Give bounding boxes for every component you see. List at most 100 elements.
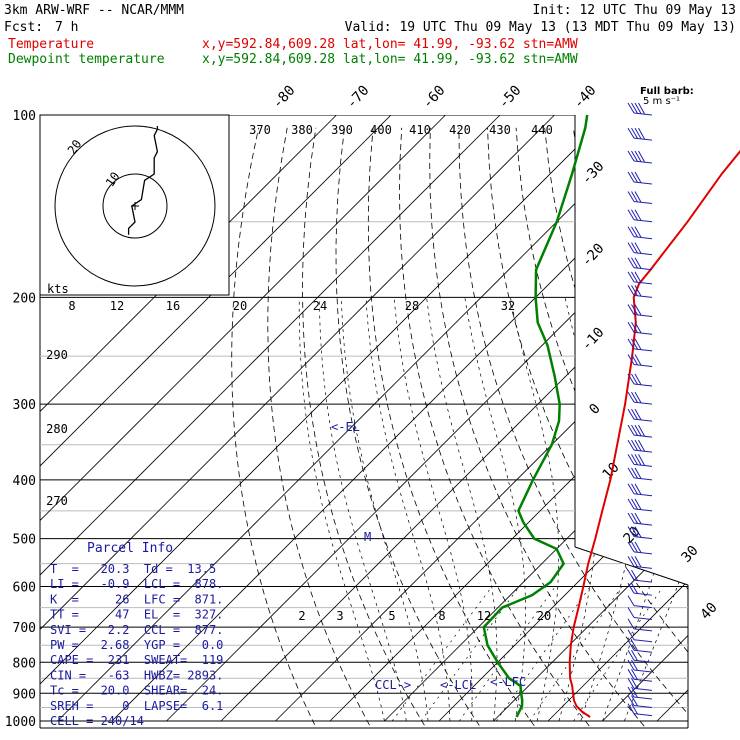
parcel-info-row: T = 20.3 Td = 13.5 xyxy=(50,562,216,576)
hodo-speed-label: 20 xyxy=(233,299,247,313)
moist-adiabat xyxy=(464,297,526,722)
isotherm xyxy=(329,115,688,722)
dry-adiabat xyxy=(544,127,688,728)
hodo-ring-label-20: 20 xyxy=(65,137,85,157)
pressure-label: 600 xyxy=(13,581,36,596)
parcel-info-row: CAPE = 231 SWEAT= 119 xyxy=(50,653,223,667)
wind-barb xyxy=(627,467,653,481)
wind-barb xyxy=(627,285,653,298)
dry-adiabat xyxy=(716,128,740,734)
hodo-ring-10 xyxy=(102,173,168,239)
theta-label: 270 xyxy=(46,494,68,508)
temperature-tick-label: -80 xyxy=(270,83,299,112)
hodograph-trace xyxy=(127,126,159,235)
parcel-info-title: Parcel Info xyxy=(87,541,173,556)
temperature-tick-label: -30 xyxy=(579,159,608,188)
forecast-hour: 7 h xyxy=(55,20,78,35)
isotherm xyxy=(220,115,688,722)
theta-label: 380 xyxy=(291,123,313,137)
wind-barb xyxy=(627,618,653,632)
parcel-info-panel: Parcel Info T = 20.3 Td = 13.5LI = -0.9 … xyxy=(50,541,223,728)
mixing-ratio-line xyxy=(496,586,591,722)
theta-label: 400 xyxy=(370,123,392,137)
moist-adiabat xyxy=(426,297,498,722)
barb-key-unit: 5 m s⁻¹ xyxy=(643,96,680,107)
hodograph-inset: 20 10 kts xyxy=(39,114,230,296)
wind-barb xyxy=(627,650,653,663)
temperature-tick-label: 30 xyxy=(678,543,701,566)
lcl-marker: <-LCL xyxy=(440,678,476,692)
model-title: 3km ARW-WRF -- NCAR/MMM xyxy=(4,3,184,18)
wind-barb xyxy=(627,582,653,596)
wind-barb xyxy=(627,669,653,682)
wind-barb xyxy=(627,678,653,691)
lfc-marker: <-LFC xyxy=(490,675,526,689)
wind-barb-key: Full barb: 5 m s⁻¹ xyxy=(640,86,694,107)
wind-barb xyxy=(627,629,653,643)
dewpoint-location: x,y=592.84,609.28 lat,lon= 41.99, -93.62… xyxy=(202,52,578,67)
moist-adiabat xyxy=(340,297,429,722)
wind-barb xyxy=(627,209,653,223)
temperature-tick-label: -20 xyxy=(579,241,608,270)
wind-barb xyxy=(627,304,653,317)
temperature-tick-label: -50 xyxy=(496,83,525,112)
pressure-label: 900 xyxy=(13,687,36,702)
moist-adiabat xyxy=(602,297,688,722)
parcel-info-row: CIN = -63 HWBZ= 2893. xyxy=(50,668,223,682)
hodo-speed-labels: 8 12 16 20 24 28 32 xyxy=(68,299,515,313)
parcel-info-row: K = 26 LFC = 871. xyxy=(50,592,223,606)
dry-adiabat xyxy=(687,127,688,728)
legend-dewpoint: Dewpoint temperature xyxy=(8,52,165,67)
wind-barb xyxy=(627,659,653,673)
pressure-label: 500 xyxy=(13,533,36,548)
wind-barb xyxy=(627,321,653,335)
isotherm xyxy=(40,115,446,722)
theta-label: 440 xyxy=(531,123,553,137)
dry-adiabat xyxy=(267,127,375,728)
parcel-info-row: LI = -0.9 LCL = 878. xyxy=(50,577,223,591)
dry-adiabat xyxy=(429,127,652,728)
wind-barb xyxy=(627,424,653,438)
isotherm xyxy=(712,115,740,721)
isotherm xyxy=(40,115,337,722)
parcel-info-row: TT = 47 EL = 327. xyxy=(50,608,223,622)
wind-barb xyxy=(627,686,653,700)
wind-barb xyxy=(627,569,653,583)
isotherm xyxy=(40,115,392,722)
wind-barb xyxy=(627,607,653,620)
ccl-marker: CCL-> xyxy=(375,678,411,692)
pressure-label: 100 xyxy=(13,109,36,124)
forecast-label: Fcst: xyxy=(4,20,43,35)
wind-barb xyxy=(627,639,653,653)
moist-adiabat xyxy=(558,297,599,722)
hodo-ring-20 xyxy=(54,125,216,287)
wind-barb xyxy=(627,556,653,569)
hodo-speed-label: 32 xyxy=(501,299,515,313)
wind-barb xyxy=(627,354,653,367)
dry-adiabat xyxy=(335,127,486,728)
parcel-info-row: CELL = 240/14 xyxy=(50,714,144,728)
mixing-ratio-label: 8 xyxy=(438,609,445,623)
wind-barbs xyxy=(627,102,653,717)
mixing-ratio-label: 5 xyxy=(388,609,395,623)
moist-adiabat xyxy=(580,297,645,722)
pressure-label: 200 xyxy=(13,291,36,306)
dry-adiabat xyxy=(572,127,688,728)
pressure-label: 700 xyxy=(13,621,36,636)
moist-adiabat xyxy=(393,297,473,722)
melting-marker: M xyxy=(364,530,371,544)
isotherm xyxy=(40,115,501,722)
dry-adiabat xyxy=(601,127,688,728)
hodo-speed-label: 12 xyxy=(110,299,124,313)
wind-barb xyxy=(627,695,653,708)
isotherm xyxy=(40,115,610,722)
dry-adiabat xyxy=(515,127,688,728)
dry-adiabat xyxy=(399,127,596,728)
temperature-tick-label: -10 xyxy=(579,325,608,354)
temperature-tick-label: -60 xyxy=(420,83,449,112)
hodo-speed-label: 24 xyxy=(313,299,327,313)
dry-adiabat xyxy=(658,127,688,728)
isotherm xyxy=(547,115,688,722)
hodo-speed-label: 8 xyxy=(68,299,75,313)
barb-key-title: Full barb: xyxy=(640,86,694,97)
